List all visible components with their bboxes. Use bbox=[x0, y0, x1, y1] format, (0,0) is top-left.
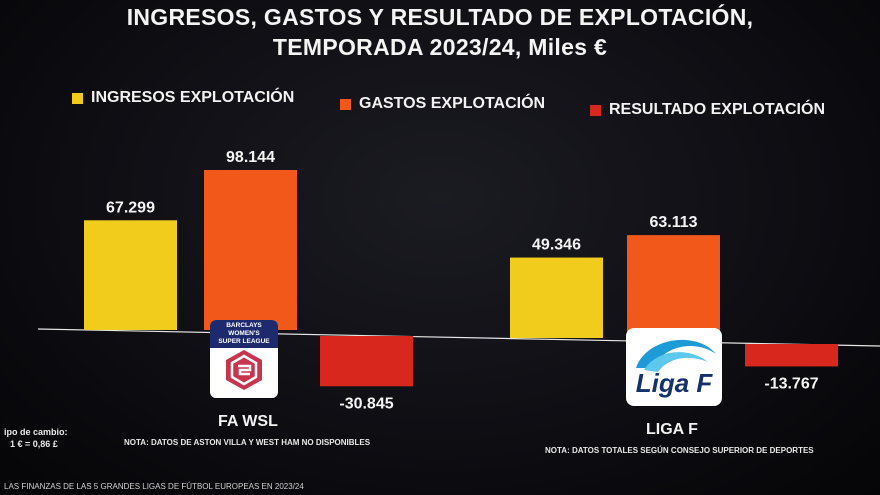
chart-title-line1: INGRESOS, GASTOS Y RESULTADO DE EXPLOTAC… bbox=[126, 4, 754, 30]
data-label-ingresos-wsl: 67.299 bbox=[106, 199, 155, 216]
legend-item-gastos: GASTOS EXPLOTACIÓN bbox=[340, 95, 545, 113]
wsl-logo-text-3: SUPER LEAGUE bbox=[218, 338, 270, 345]
exchange-rate-line2: 1 € = 0,86 £ bbox=[10, 439, 58, 449]
bar-resultado-wsl bbox=[320, 336, 413, 387]
legend-item-resultado: RESULTADO EXPLOTACIÓN bbox=[590, 101, 825, 119]
bar-resultado-ligaf bbox=[745, 344, 838, 367]
data-label-resultado-wsl: -30.845 bbox=[339, 395, 393, 412]
liga-f-swoosh-icon bbox=[636, 339, 716, 372]
data-label-gastos-wsl: 98.144 bbox=[226, 149, 275, 166]
data-label-ingresos-ligaf: 49.346 bbox=[532, 237, 581, 254]
note-wsl: NOTA: DATOS DE ASTON VILLA Y WEST HAM NO… bbox=[124, 438, 371, 447]
chart-title-line2: TEMPORADA 2023/24, Miles € bbox=[272, 34, 608, 60]
legend-item-ingresos: INGRESOS EXPLOTACIÓN bbox=[72, 89, 294, 107]
bar-gastos-ligaf bbox=[627, 235, 720, 338]
league-name-ligaf: LIGA F bbox=[646, 421, 698, 438]
exchange-rate-line1: ipo de cambio: bbox=[4, 427, 68, 437]
bar-ingresos-wsl bbox=[84, 220, 177, 330]
data-label-resultado-ligaf: -13.767 bbox=[764, 375, 818, 392]
liga-f-logo: Liga F bbox=[626, 328, 722, 406]
bar-gastos-wsl bbox=[204, 170, 297, 330]
legend-swatch-gastos bbox=[340, 98, 351, 110]
legend-swatch-resultado bbox=[590, 104, 601, 116]
footer-source: LAS FINANZAS DE LAS 5 GRANDES LIGAS DE F… bbox=[4, 482, 304, 491]
wsl-logo-text-2: WOMEN'S bbox=[228, 330, 260, 337]
zero-baseline bbox=[37, 328, 880, 347]
league-name-wsl: FA WSL bbox=[218, 413, 278, 430]
data-label-gastos-ligaf: 63.113 bbox=[649, 214, 697, 231]
legend-label-resultado: RESULTADO EXPLOTACIÓN bbox=[609, 101, 825, 118]
fa-wsl-logo: BARCLAYS WOMEN'S SUPER LEAGUE bbox=[210, 320, 278, 398]
wsl-emblem-icon bbox=[226, 350, 262, 390]
liga-f-wordmark: Liga F bbox=[635, 368, 713, 398]
wsl-logo-text-1: BARCLAYS bbox=[226, 322, 262, 329]
bar-ingresos-ligaf bbox=[510, 257, 603, 338]
legend-swatch-ingresos bbox=[72, 92, 83, 104]
legend-label-ingresos: INGRESOS EXPLOTACIÓN bbox=[91, 89, 295, 106]
exchange-rate-note: ipo de cambio: 1 € = 0,86 £ bbox=[4, 426, 68, 450]
note-ligaf: NOTA: DATOS TOTALES SEGÚN CONSEJO SUPERI… bbox=[545, 446, 814, 455]
legend-label-gastos: GASTOS EXPLOTACIÓN bbox=[359, 95, 546, 112]
